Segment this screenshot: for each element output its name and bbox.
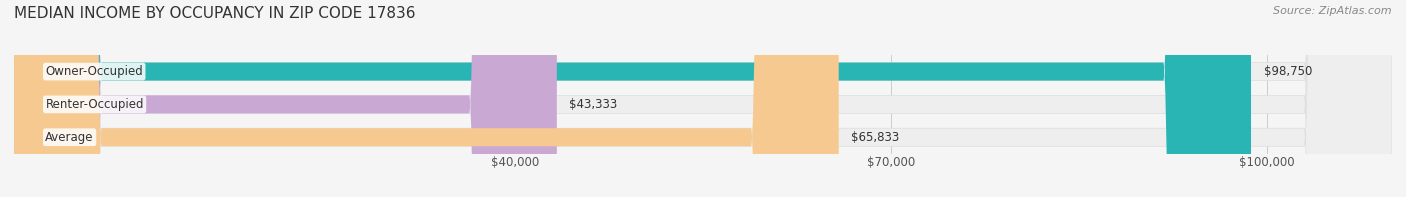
Text: Average: Average: [45, 131, 94, 144]
FancyBboxPatch shape: [14, 0, 1392, 197]
Text: Source: ZipAtlas.com: Source: ZipAtlas.com: [1274, 6, 1392, 16]
FancyBboxPatch shape: [14, 0, 1392, 197]
Text: Owner-Occupied: Owner-Occupied: [45, 65, 143, 78]
FancyBboxPatch shape: [14, 0, 839, 197]
Text: $43,333: $43,333: [569, 98, 617, 111]
Text: $65,833: $65,833: [851, 131, 900, 144]
Text: MEDIAN INCOME BY OCCUPANCY IN ZIP CODE 17836: MEDIAN INCOME BY OCCUPANCY IN ZIP CODE 1…: [14, 6, 416, 21]
FancyBboxPatch shape: [14, 0, 1392, 197]
Text: $98,750: $98,750: [1264, 65, 1312, 78]
FancyBboxPatch shape: [14, 0, 1251, 197]
FancyBboxPatch shape: [14, 0, 557, 197]
Text: Renter-Occupied: Renter-Occupied: [45, 98, 143, 111]
